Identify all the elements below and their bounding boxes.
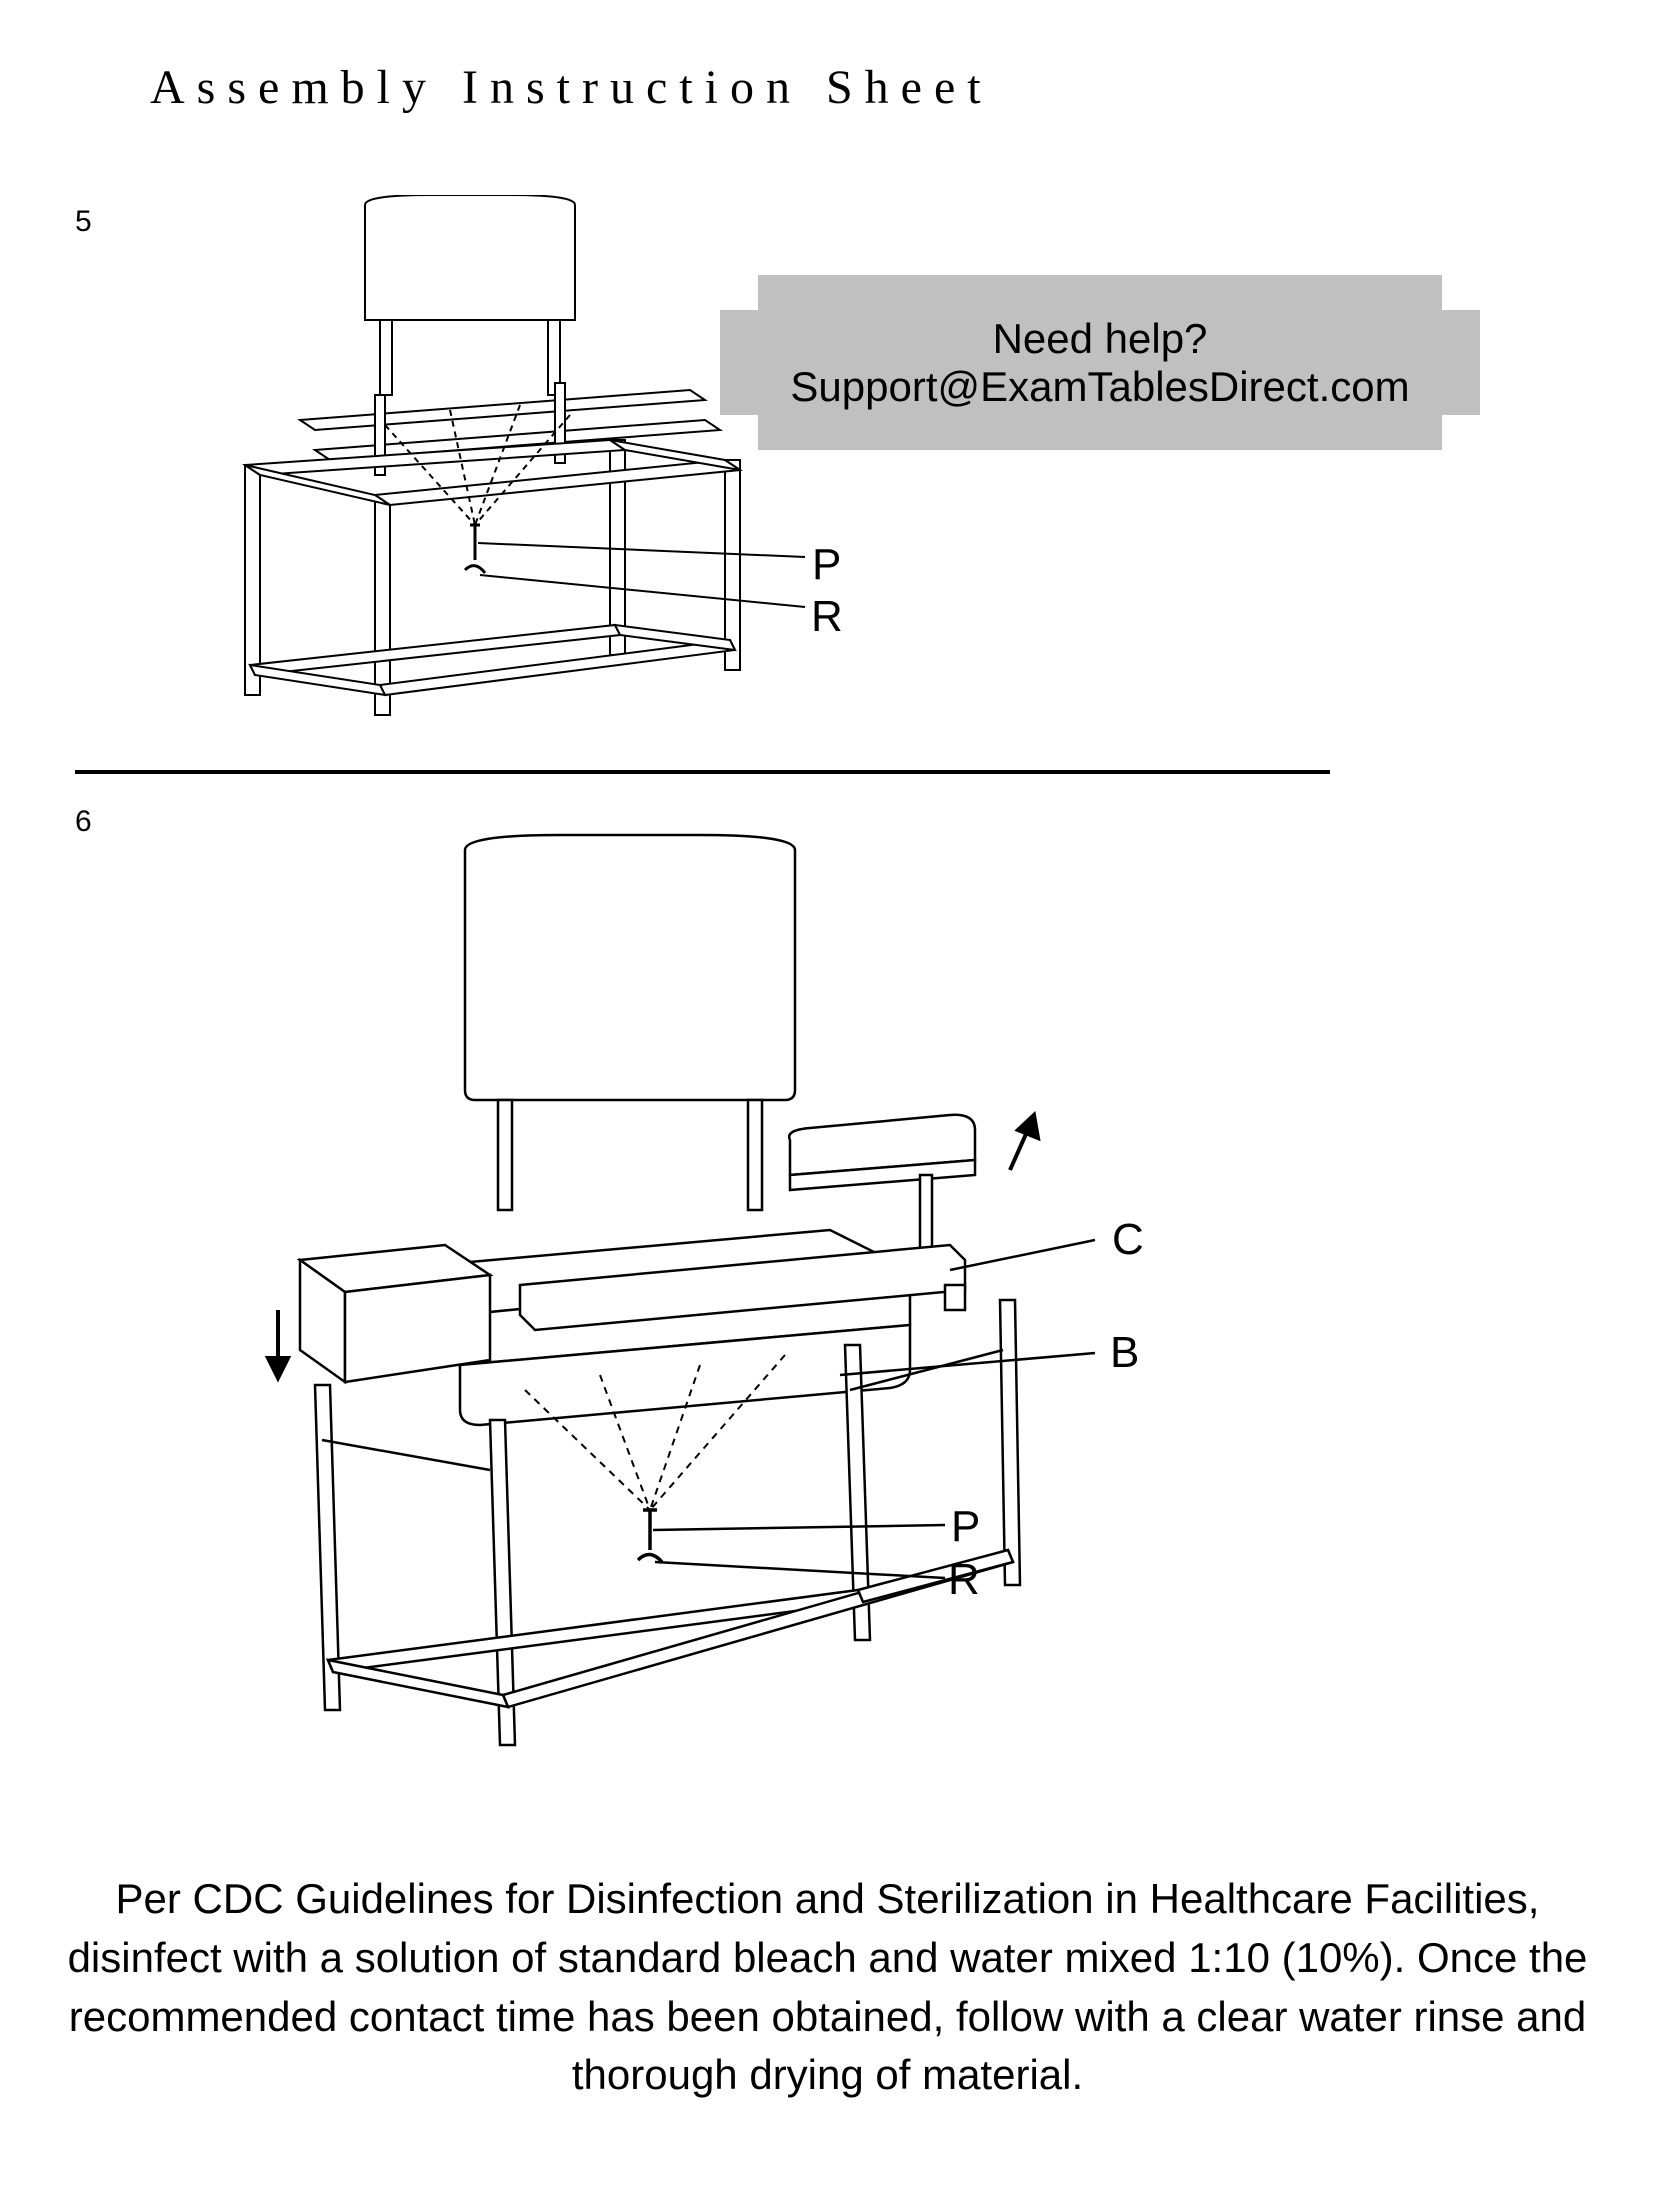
- help-line2: Support@ExamTablesDirect.com: [790, 363, 1409, 411]
- callout-6-B: B: [1110, 1328, 1139, 1378]
- step-6-number: 6: [75, 805, 92, 839]
- help-line1: Need help?: [993, 315, 1208, 363]
- callout-5-P: P: [812, 540, 841, 590]
- callout-6-P: P: [951, 1502, 980, 1552]
- callout-5-R: R: [811, 592, 843, 642]
- page-title: Assembly Instruction Sheet: [150, 60, 993, 115]
- step-5-number: 5: [75, 205, 92, 239]
- diagram-step-5: [170, 195, 820, 735]
- diagram-step-6: [230, 830, 1100, 1770]
- callout-6-C: C: [1112, 1215, 1144, 1265]
- help-badge: Need help? Support@ExamTablesDirect.com: [720, 275, 1480, 450]
- callout-6-R: R: [948, 1555, 980, 1605]
- section-divider: [75, 770, 1330, 774]
- footer-disclaimer: Per CDC Guidelines for Disinfection and …: [40, 1870, 1615, 2105]
